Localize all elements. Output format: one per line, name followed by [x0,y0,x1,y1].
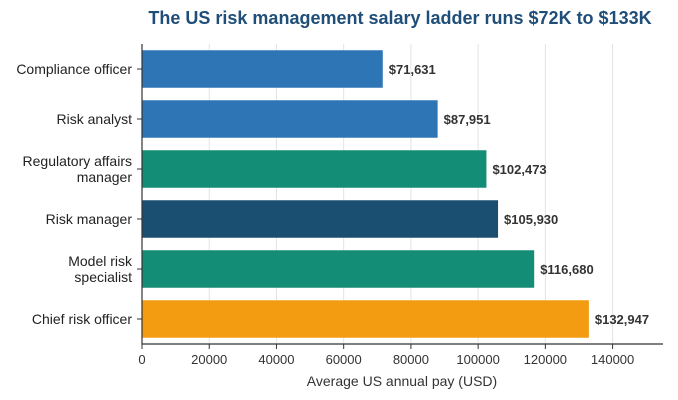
x-tick-label: 100000 [456,352,499,367]
value-label: $102,473 [492,162,546,177]
value-label: $132,947 [595,312,649,327]
bar [142,200,499,238]
value-label: $105,930 [504,212,558,227]
bars [142,50,589,338]
x-tick-label: 80000 [393,352,429,367]
gridlines [208,44,614,344]
bar [142,100,438,138]
x-tick-label: 20000 [191,352,227,367]
x-tick-label: 40000 [258,352,294,367]
category-label: Chief risk officer [32,311,132,327]
category-label: Regulatory affairs manager [23,153,133,185]
category-label: Model risk specialist [68,253,133,285]
bar [142,150,487,188]
bar [142,300,589,338]
x-tick-label: 140000 [591,352,634,367]
category-label: Risk manager [46,211,133,227]
value-labels: $71,631 $87,951 $102,473 $105,930 $116,680 $1… [389,62,649,327]
category-label: Risk analyst [57,111,133,127]
x-tick-label: 0 [138,352,145,367]
category-labels: Compliance officer Risk analyst Regulatory… [16,61,142,327]
value-label: $87,951 [444,112,491,127]
chart-title: The US risk management salary ladder run… [148,8,651,28]
x-tick-label: 120000 [524,352,567,367]
x-tick-label: 60000 [326,352,362,367]
bar [142,50,383,88]
value-label: $116,680 [540,262,594,277]
x-ticks: 0 20000 40000 60000 80000 100000 120000 140000 [138,344,634,367]
x-axis-title: Average US annual pay (USD) [307,373,497,389]
bar [142,250,535,288]
category-label: Compliance officer [16,61,132,77]
value-label: $71,631 [389,62,436,77]
